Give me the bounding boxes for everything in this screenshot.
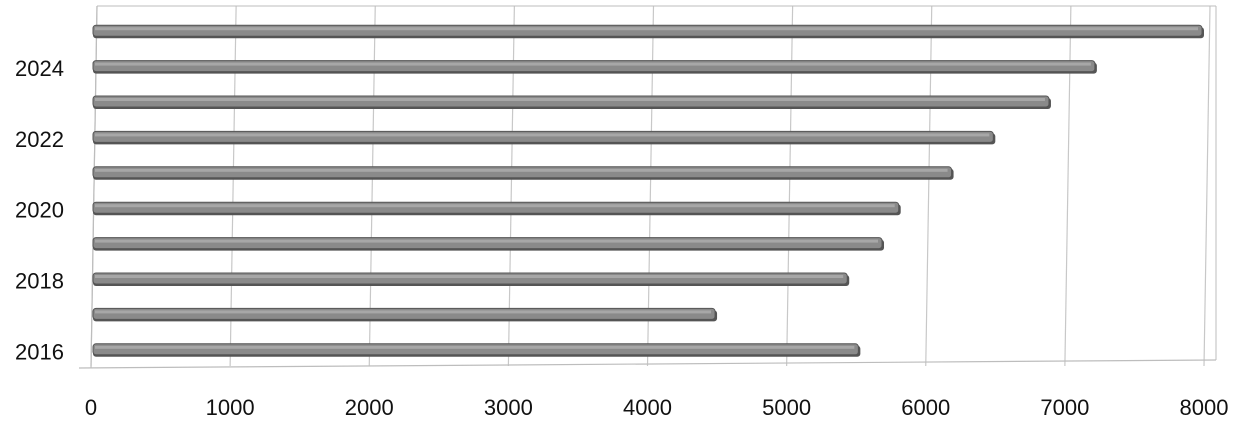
y-tick-label-2024: 2024 — [15, 56, 64, 81]
bar-2024 — [92, 60, 1097, 74]
x-tick-label-0: 0 — [85, 395, 97, 420]
x-tick-label-8000: 8000 — [1180, 395, 1229, 420]
bar-face-2024 — [92, 60, 1096, 73]
x-tick-label-4000: 4000 — [623, 395, 672, 420]
bar-highlight-2021 — [95, 168, 948, 172]
bar-2016 — [92, 343, 861, 357]
bar-face-2025 — [92, 24, 1203, 37]
x-tick-labels: 0 1000 2000 3000 4000 5000 6000 7000 8000 — [85, 395, 1229, 420]
bar-2021 — [92, 166, 954, 180]
x-tick-label-5000: 5000 — [762, 395, 811, 420]
axes — [78, 5, 1217, 369]
bar-highlight-2017 — [95, 310, 712, 314]
x-tick-label-1000: 1000 — [206, 395, 255, 420]
bar-2022 — [92, 130, 996, 145]
y-tick-label-2022: 2022 — [15, 127, 64, 152]
bar-2019 — [92, 237, 885, 251]
bar-face-2019 — [92, 237, 883, 250]
bar-highlight-2016 — [95, 345, 855, 349]
bar-face-2017 — [92, 307, 716, 320]
bar-highlight-2019 — [95, 239, 879, 243]
gridline-x-8000 — [1203, 5, 1211, 367]
y-tick-labels: 2016 2018 2020 2022 2024 — [15, 56, 64, 364]
y-tick-label-2020: 2020 — [15, 198, 64, 223]
x-tick-label-3000: 3000 — [484, 395, 533, 420]
bar-face-2016 — [92, 343, 859, 356]
bar-face-2023 — [92, 95, 1050, 108]
gridline-x-6000 — [925, 5, 933, 367]
x-tick-label-2000: 2000 — [345, 395, 394, 420]
x-axis-line — [78, 359, 1217, 369]
bars — [92, 24, 1204, 357]
bar-highlight-2024 — [95, 62, 1091, 66]
x-tick-label-7000: 7000 — [1040, 395, 1089, 420]
y-tick-label-2016: 2016 — [15, 339, 64, 364]
bar-highlight-2018 — [95, 275, 844, 278]
bar-2025 — [92, 24, 1204, 39]
bar-face-2021 — [92, 166, 953, 179]
bar-2018 — [92, 272, 850, 286]
bar-2017 — [92, 307, 718, 322]
gridline-x-5000 — [786, 5, 794, 367]
bar-highlight-2023 — [95, 98, 1045, 101]
bar-face-2018 — [92, 272, 848, 285]
x-tick-label-6000: 6000 — [901, 395, 950, 420]
bar-2023 — [92, 95, 1051, 109]
bar-2020 — [92, 201, 901, 216]
bar-highlight-2022 — [95, 133, 990, 137]
y-tick-label-2018: 2018 — [15, 269, 64, 294]
bar-face-2022 — [92, 130, 994, 143]
bar-highlight-2025 — [95, 27, 1198, 31]
bar-face-2020 — [92, 201, 900, 214]
bar-highlight-2020 — [95, 204, 895, 208]
gridline-x-7000 — [1064, 5, 1072, 367]
